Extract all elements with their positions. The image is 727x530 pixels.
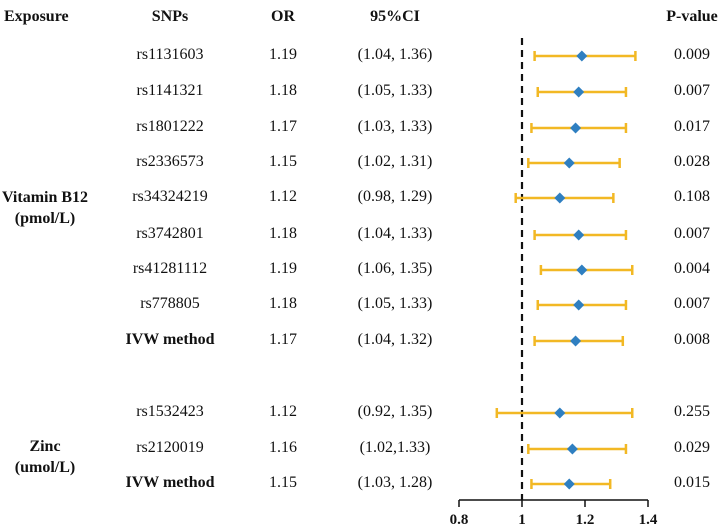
snp-label: rs41281112 xyxy=(132,260,208,277)
snp-label: rs3742801 xyxy=(136,225,204,242)
point-estimate xyxy=(573,86,585,98)
ci-value: (1.05, 1.33) xyxy=(357,295,433,312)
snp-label: rs2336573 xyxy=(136,153,204,170)
point-estimate xyxy=(570,122,582,134)
snp-label: rs778805 xyxy=(140,295,200,312)
p-value: 0.255 xyxy=(674,403,710,420)
header-snps: SNPs xyxy=(151,8,189,25)
ci-value: (1.02,1.33) xyxy=(359,439,431,456)
point-estimate xyxy=(563,157,575,169)
point-estimate xyxy=(554,192,566,204)
p-value: 0.009 xyxy=(674,46,710,63)
p-value: 0.028 xyxy=(674,153,710,170)
or-value: 1.18 xyxy=(269,225,297,242)
p-value: 0.108 xyxy=(674,188,710,205)
ci-value: (1.03, 1.28) xyxy=(357,474,433,491)
or-value: 1.17 xyxy=(269,118,297,135)
snp-label: rs34324219 xyxy=(132,188,208,205)
header-or: OR xyxy=(271,8,295,25)
header-pvalue: P-value xyxy=(666,8,718,25)
p-value: 0.004 xyxy=(674,260,710,277)
header-exposure: Exposure xyxy=(4,8,69,25)
x-tick-label: 1.4 xyxy=(639,512,658,528)
ci-value: (1.05, 1.33) xyxy=(357,82,433,99)
exposure-group-vitamin-b12: Vitamin B12 (pmol/L) xyxy=(0,187,90,229)
snp-label: IVW method xyxy=(125,331,215,348)
snp-label: rs1532423 xyxy=(136,403,204,420)
p-value: 0.017 xyxy=(674,118,710,135)
x-tick-label: 1 xyxy=(518,512,526,528)
ci-value: (0.98, 1.29) xyxy=(357,188,433,205)
p-value: 0.007 xyxy=(674,82,710,99)
or-value: 1.15 xyxy=(269,474,297,491)
or-value: 1.18 xyxy=(269,295,297,312)
ci-value: (1.06, 1.35) xyxy=(357,260,433,277)
or-value: 1.12 xyxy=(269,188,297,205)
header-ci: 95%CI xyxy=(370,8,420,25)
or-value: 1.19 xyxy=(269,46,297,63)
or-value: 1.16 xyxy=(269,439,297,456)
ci-value: (1.03, 1.33) xyxy=(357,118,433,135)
point-estimate xyxy=(573,229,585,241)
point-estimate xyxy=(554,407,566,419)
point-estimate xyxy=(563,478,575,490)
or-value: 1.17 xyxy=(269,331,297,348)
p-value: 0.007 xyxy=(674,295,710,312)
exposure-label: Zinc xyxy=(29,438,61,455)
ci-value: (1.04, 1.36) xyxy=(357,46,433,63)
point-estimate xyxy=(576,50,588,62)
exposure-unit: (pmol/L) xyxy=(14,210,76,227)
or-value: 1.19 xyxy=(269,260,297,277)
or-value: 1.18 xyxy=(269,82,297,99)
p-value: 0.008 xyxy=(674,331,710,348)
snp-label: IVW method xyxy=(125,474,215,491)
p-value: 0.029 xyxy=(674,439,710,456)
ci-value: (1.04, 1.33) xyxy=(357,225,433,242)
point-estimate xyxy=(570,335,582,347)
snp-label: rs1801222 xyxy=(136,118,204,135)
or-value: 1.15 xyxy=(269,153,297,170)
snp-label: rs1131603 xyxy=(136,46,204,63)
ci-value: (1.04, 1.32) xyxy=(357,331,433,348)
exposure-unit: (umol/L) xyxy=(14,459,76,476)
exposure-label: Vitamin B12 xyxy=(1,189,89,206)
exposure-group-zinc: Zinc (umol/L) xyxy=(0,436,90,478)
x-tick-label: 1.2 xyxy=(576,512,595,528)
snp-label: rs1141321 xyxy=(136,82,204,99)
point-estimate xyxy=(576,264,588,276)
ci-value: (0.92, 1.35) xyxy=(357,403,433,420)
x-tick-label: 0.8 xyxy=(450,512,469,528)
p-value: 0.015 xyxy=(674,474,710,491)
point-estimate xyxy=(573,299,585,311)
or-value: 1.12 xyxy=(269,403,297,420)
p-value: 0.007 xyxy=(674,225,710,242)
snp-label: rs2120019 xyxy=(136,439,204,456)
ci-value: (1.02, 1.31) xyxy=(357,153,433,170)
point-estimate xyxy=(566,443,578,455)
